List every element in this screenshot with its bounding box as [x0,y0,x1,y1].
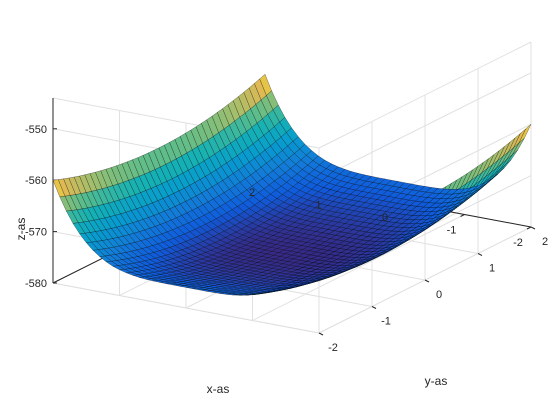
y-tick-mark [424,279,430,283]
y-tick-label: -1 [381,316,391,328]
y-tick-label: 2 [542,236,548,248]
z-tick-label: -570 [25,227,47,239]
y-tick-label: -2 [328,342,338,354]
y-tick-label: 1 [489,263,495,275]
x-tick-label: 2 [249,187,255,199]
surface-patch [259,73,272,96]
x-tick-label: 0 [382,212,388,224]
y-tick-mark [318,332,324,336]
x-tick-mark [460,214,465,217]
grid-line [318,72,532,180]
surface-mesh [52,73,532,296]
tick-labels: -2 -1 0 1 2 -2 -1 0 1 2 -580 -570 -560 -550 [25,124,548,354]
y-tick-mark [530,226,536,230]
grid-line [52,282,320,334]
y-tick-mark [477,253,483,256]
z-tick-label: -560 [25,175,47,187]
y-axis-label: y-as [425,374,448,388]
y-tick-mark [371,306,377,309]
z-axis-label: z-as [14,218,28,241]
x-axis-label: x-as [207,382,230,396]
x-tick-mark [526,226,532,230]
x-tick-label: -2 [513,237,523,249]
z-tick-label: -550 [25,124,47,136]
x-tick-label: 1 [315,200,321,212]
grid-line [318,41,532,149]
y-tick-label: 0 [436,289,442,301]
z-tick-label: -580 [25,278,47,290]
x-tick-label: -1 [447,225,457,237]
